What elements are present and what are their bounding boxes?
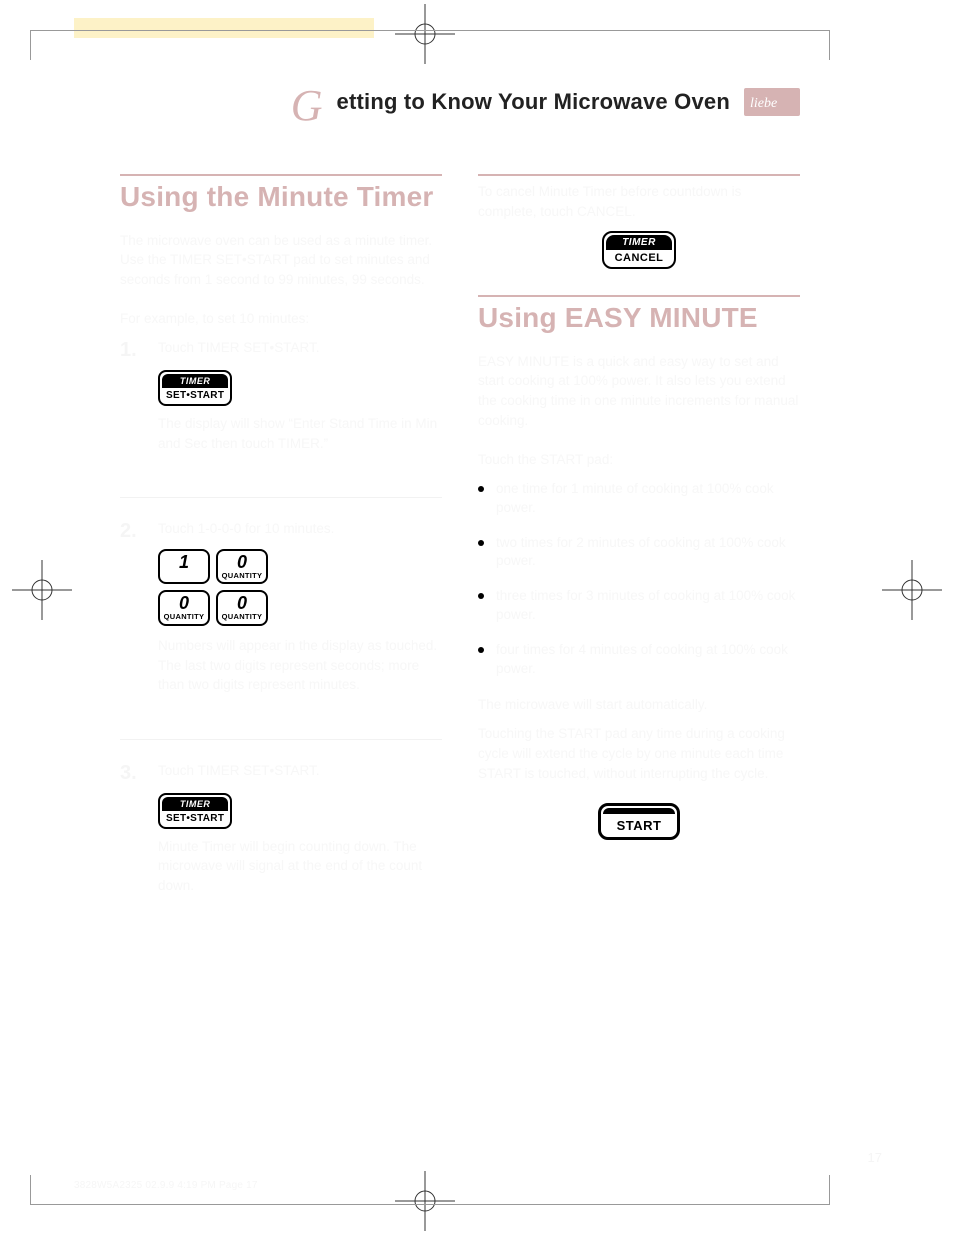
crop-mark-bottom (395, 1171, 455, 1231)
btn-top-label: TIMER (162, 797, 228, 811)
bullet-item: two times for 2 minutes of cooking at 10… (478, 534, 800, 572)
step-label: Touch 1-0-0-0 for 10 minutes. (158, 520, 442, 539)
bullet-item: four times for 4 minutes of cooking at 1… (478, 641, 800, 679)
keypad-key-0: 0 QUANTITY (216, 590, 268, 626)
easy-intro-1: EASY MINUTE is a quick and easy way to s… (478, 352, 800, 430)
keypad-key-1: 1 (158, 549, 210, 585)
bullet-item: three times for 3 minutes of cooking at … (478, 587, 800, 625)
btn-bottom-label: SET•START (162, 811, 228, 825)
top-highlight (74, 18, 374, 38)
step-separator (120, 739, 442, 740)
btn-bottom-label: SET•START (162, 388, 228, 402)
crop-mark-top (395, 4, 455, 64)
start-label: START (603, 816, 676, 835)
btn-top-label: TIMER (162, 374, 228, 388)
start-button-icon: START (598, 803, 681, 840)
right-column: To cancel Minute Timer before countdown … (478, 174, 800, 939)
step-label: Touch TIMER SET•START. (158, 339, 442, 358)
key-digit: 0 (218, 553, 266, 571)
section-rule (478, 295, 800, 297)
key-sublabel: QUANTITY (218, 613, 266, 621)
svg-text:liebe: liebe (750, 96, 777, 111)
page-number: 17 (868, 1150, 882, 1165)
running-footer: 3828W5A2325 02.9.9 4:19 PM Page 17 (74, 1180, 258, 1191)
timer-cancel-button-icon: TIMER CANCEL (602, 231, 676, 269)
intro-para-2: For example, to set 10 minutes: (120, 309, 442, 329)
page-frame-bottom (30, 1204, 830, 1205)
step-number: 1. (120, 339, 142, 473)
step-1: 1. Touch TIMER SET•START. TIMER SET•STAR… (120, 339, 442, 473)
crop-mark-left (12, 560, 72, 620)
keypad-illustration: 1 0 QUANTITY 0 QUANTITY 0 (158, 549, 442, 626)
key-sublabel: QUANTITY (160, 613, 208, 621)
easy-minute-bullets: one time for 1 minute of cooking at 100%… (478, 480, 800, 679)
page-content: G etting to Know Your Microwave Oven lie… (120, 80, 800, 939)
easy-tail: Touching the START pad any time during a… (478, 724, 800, 783)
cancel-para: To cancel Minute Timer before countdown … (478, 182, 800, 221)
btn-bottom-label: CANCEL (606, 250, 672, 265)
page-frame-top (30, 30, 830, 31)
step-note: Numbers will appear in the display as to… (158, 636, 442, 695)
step-3: 3. Touch TIMER SET•START. TIMER SET•STAR… (120, 762, 442, 916)
keypad-key-0: 0 QUANTITY (158, 590, 210, 626)
chapter-header: G etting to Know Your Microwave Oven lie… (120, 80, 800, 124)
timer-set-start-button-icon: TIMER SET•START (158, 793, 232, 829)
section-title-easy-minute: Using EASY MINUTE (478, 303, 800, 334)
key-digit: 0 (218, 594, 266, 612)
btn-top-label: TIMER (606, 235, 672, 250)
step-number: 2. (120, 520, 142, 715)
intro-para-1: The microwave oven can be used as a minu… (120, 231, 442, 290)
crop-mark-right (882, 560, 942, 620)
step-number: 3. (120, 762, 142, 916)
section-rule (478, 174, 800, 176)
step-note: The display will show “Enter Stand Time … (158, 414, 442, 453)
keypad-key-0: 0 QUANTITY (216, 549, 268, 585)
key-sublabel: QUANTITY (218, 572, 266, 580)
brand-logo: liebe (744, 88, 800, 116)
timer-set-start-button-icon: TIMER SET•START (158, 370, 232, 406)
section-rule (120, 174, 442, 176)
left-column: Using the Minute Timer The microwave ove… (120, 174, 442, 939)
step-note: Minute Timer will begin counting down. T… (158, 837, 442, 896)
dropcap: G (291, 84, 323, 128)
chapter-title: etting to Know Your Microwave Oven (337, 89, 730, 115)
easy-note: The microwave will start automatically. (478, 695, 800, 715)
key-digit: 1 (160, 553, 208, 571)
easy-intro-2: Touch the START pad: (478, 450, 800, 470)
bullet-item: one time for 1 minute of cooking at 100%… (478, 480, 800, 518)
step-separator (120, 497, 442, 498)
key-digit: 0 (160, 594, 208, 612)
step-label: Touch TIMER SET•START. (158, 762, 442, 781)
section-title-minute-timer: Using the Minute Timer (120, 182, 442, 213)
step-2: 2. Touch 1-0-0-0 for 10 minutes. 1 0 QUA… (120, 520, 442, 715)
